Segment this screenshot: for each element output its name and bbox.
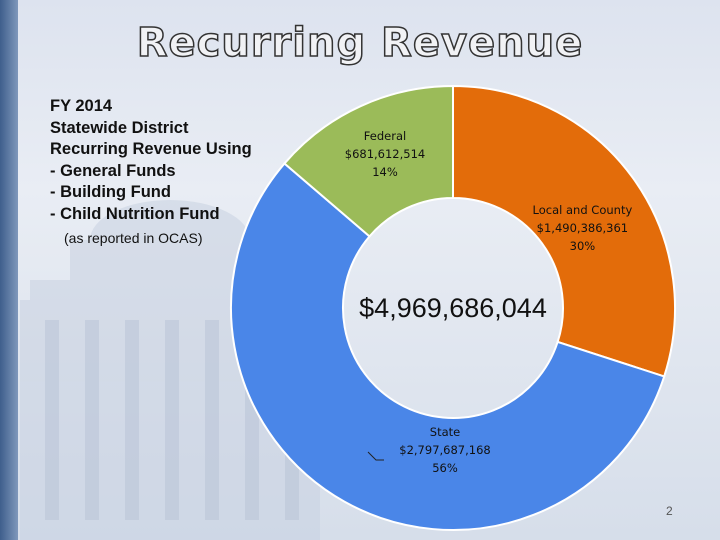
- slice-label-local-and-county: Local and County $1,490,386,361 30%: [533, 203, 633, 253]
- left-accent-band: [0, 0, 18, 540]
- donut-slice-local-and-county: [452, 84, 676, 378]
- description-line: FY 2014: [50, 97, 113, 115]
- description-line: - Child Nutrition Fund: [50, 204, 220, 223]
- state-leader-line: [367, 451, 384, 461]
- center-total-label: $4,969,686,044: [359, 293, 547, 323]
- description-line: Recurring Revenue Using: [50, 140, 252, 158]
- slice-label-state: State $2,797,687,168 56%: [399, 425, 490, 475]
- donut-slice-state: [230, 162, 666, 531]
- source-note: (as reported in OCAS): [64, 230, 203, 246]
- description-line: Statewide District: [50, 118, 189, 137]
- chart-description: FY 2014 Statewide District Recurring Rev…: [50, 96, 290, 225]
- slide-title: Recurring Revenue: [136, 19, 584, 67]
- slice-label-federal: Federal $681,612,514 14%: [345, 129, 425, 179]
- page-number: 2: [666, 504, 673, 518]
- donut-slice-federal: [283, 84, 454, 238]
- description-line: - Building Fund: [50, 183, 171, 201]
- description-line: - General Funds: [50, 161, 176, 180]
